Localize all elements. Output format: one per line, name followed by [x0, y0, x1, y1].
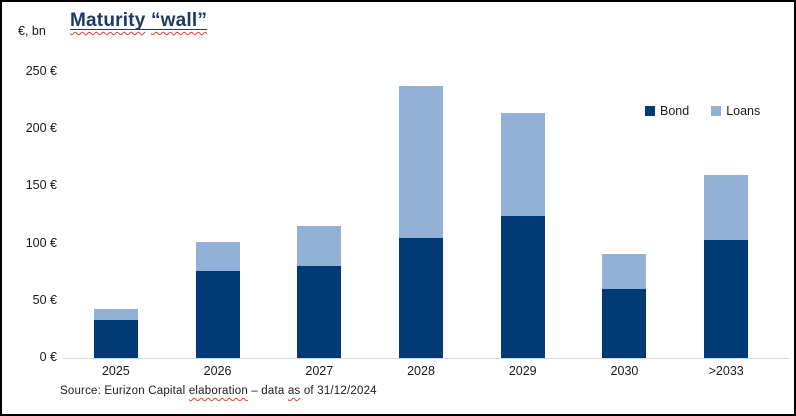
bar-segment-loans-2030	[602, 253, 647, 290]
bar-segment-bond-2029	[500, 216, 545, 358]
bar-segment-bond-2028	[399, 237, 444, 358]
y-tick-label: 0 €	[39, 350, 57, 364]
x-tick-label-2030: 2030	[610, 364, 639, 378]
bar-segment-loans-2026	[195, 242, 240, 272]
text-segment: of 31/12/2024	[300, 385, 377, 397]
y-axis-ticks: 0 € 50 € 100 € 150 € 200 € 250 €	[2, 64, 57, 364]
bar-segment-loans-2027	[297, 226, 342, 267]
legend-label-loans: Loans	[726, 104, 761, 118]
stacked-bar-2025	[93, 308, 138, 358]
bar-segment-loans-2025	[93, 308, 138, 321]
source-note: Source: Eurizon Capital elaboration – da…	[60, 385, 377, 397]
legend-item-bond: Bond	[645, 104, 689, 118]
y-tick-label: 200 €	[25, 121, 57, 136]
y-tick-label: 250 €	[25, 64, 57, 78]
bar-segment-bond-2026	[195, 271, 240, 358]
bar-segment-bond-2030	[602, 289, 647, 358]
spellcheck-wavy-text: elaboration	[188, 385, 248, 397]
bar-segment-loans->2033	[704, 174, 749, 241]
y-axis-unit-label: €, bn	[18, 24, 46, 38]
legend-swatch-bond	[645, 106, 655, 116]
spellcheck-wavy-text: Maturity	[70, 10, 146, 31]
x-axis-line	[63, 358, 789, 359]
spellcheck-wavy-text: “wall”	[150, 10, 208, 31]
legend: Bond Loans	[645, 104, 760, 118]
x-tick-label-2026: 2026	[203, 364, 232, 378]
legend-item-loans: Loans	[711, 104, 760, 118]
bar-segment-loans-2029	[500, 113, 545, 217]
x-tick-label-2028: 2028	[407, 364, 435, 378]
bar-segment-bond-2025	[93, 320, 138, 358]
text-segment: – data	[247, 385, 288, 397]
x-tick-label-2029: 2029	[508, 364, 537, 378]
stacked-bar-2029	[500, 113, 545, 358]
spellcheck-wavy-text: as	[287, 385, 301, 397]
bar-slot-2028	[370, 72, 472, 358]
x-axis-labels: 2025 2026 2027 2028 2029 2030 >2033	[65, 364, 777, 380]
bar-segment-loans-2028	[399, 85, 444, 238]
bar-slot-2026	[167, 72, 269, 358]
bar-slot->2033	[675, 72, 777, 358]
bar-slot-2025	[65, 72, 167, 358]
y-tick-label: 50 €	[32, 292, 57, 307]
legend-swatch-loans	[711, 106, 722, 116]
bar-slot-2030	[574, 72, 676, 358]
y-tick-label: 150 €	[25, 178, 57, 193]
bar-slot-2027	[268, 72, 370, 358]
bar-slot-2029	[472, 72, 574, 358]
stacked-bar-2028	[399, 85, 444, 358]
stacked-bar-2026	[195, 242, 240, 358]
text-segment: Source: Eurizon Capital	[60, 385, 189, 397]
x-tick-label->2033: >2033	[708, 364, 744, 378]
y-tick-label: 100 €	[25, 235, 57, 250]
x-tick-label-2027: 2027	[305, 364, 334, 378]
legend-label-bond: Bond	[660, 104, 690, 118]
stacked-bar-2030	[602, 253, 647, 358]
stacked-bar-2027	[297, 226, 342, 358]
chart-title: Maturity “wall”	[70, 10, 207, 32]
plot-area	[65, 72, 777, 358]
bar-segment-bond->2033	[704, 240, 749, 358]
x-tick-label-2025: 2025	[101, 364, 130, 378]
stacked-bar->2033	[704, 174, 749, 358]
bar-segment-bond-2027	[297, 266, 342, 358]
